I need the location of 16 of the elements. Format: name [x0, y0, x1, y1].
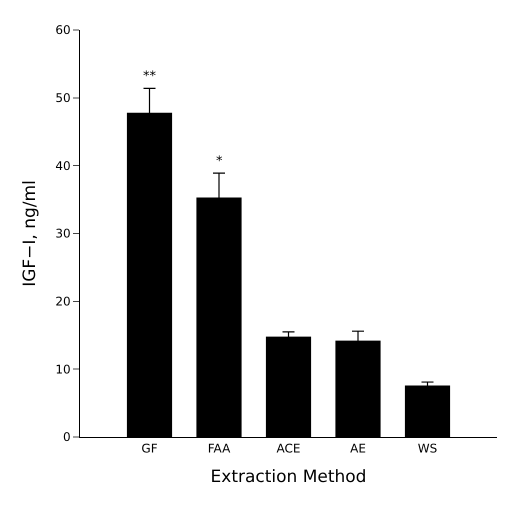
- annotation: **: [143, 69, 156, 84]
- x-tick-label: GF: [141, 441, 158, 456]
- y-tick-label: 30: [55, 226, 71, 241]
- x-axis-title: Extraction Method: [210, 466, 366, 487]
- x-tick-label: AE: [350, 441, 366, 456]
- x-tick-label: ACE: [276, 441, 300, 456]
- x-tick-label: WS: [418, 441, 438, 456]
- y-axis-title: IGF−I, ng/ml: [20, 180, 40, 287]
- annotation: *: [216, 154, 223, 169]
- y-tick-label: 20: [55, 294, 71, 309]
- y-tick-label: 0: [62, 430, 71, 444]
- y-tick-label: 50: [55, 91, 71, 106]
- y-tick-label: 60: [55, 23, 71, 38]
- y-tick-label: 10: [55, 362, 71, 376]
- x-tick-label: FAA: [208, 441, 232, 456]
- y-tick-label: 40: [55, 158, 71, 173]
